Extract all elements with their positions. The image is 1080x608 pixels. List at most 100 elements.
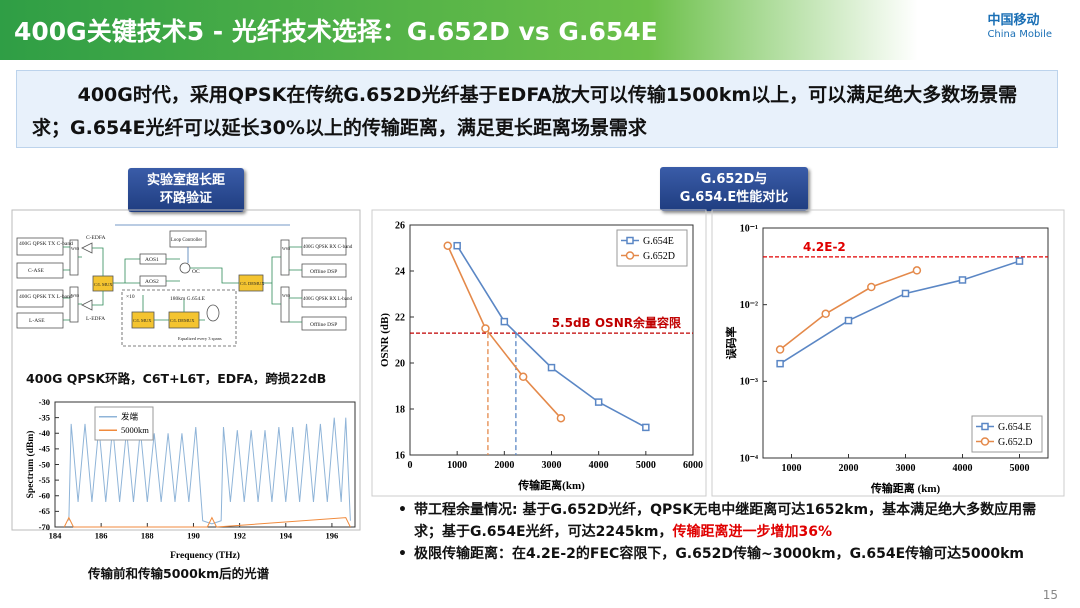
box	[280, 286, 290, 323]
node-label: AOS1	[145, 257, 159, 263]
x-tick-label: 0	[408, 460, 413, 471]
marker	[500, 317, 509, 326]
node-label: ×10	[126, 294, 135, 300]
y-axis-label: Spectrum (dBm)	[25, 431, 36, 499]
box	[16, 312, 64, 329]
node-label: L-EDFA	[86, 316, 105, 322]
y-tick-label: -40	[39, 428, 50, 438]
box	[301, 316, 347, 331]
node-label: 400G QPSK TX C-band	[19, 241, 73, 247]
marker	[443, 241, 452, 250]
x-tick-label: 1000	[447, 460, 467, 471]
node-label: 180km G.654.E	[170, 296, 206, 302]
legend-marker	[980, 437, 990, 446]
y-tick-label: 24	[395, 266, 405, 277]
plot-frame	[54, 401, 356, 528]
marker	[912, 266, 922, 275]
marker	[867, 282, 876, 292]
x-tick-label: 2000	[494, 460, 514, 471]
node-label: Offline DSP	[310, 321, 337, 328]
box	[301, 237, 347, 256]
bullets: 带工程余量情况: 基于G.652D光纤，QPSK无电中继距离可达1652km，基…	[396, 499, 1046, 565]
y-axis-label: OSNR (dB)	[379, 313, 391, 367]
badge-line: 实验室超长距	[146, 173, 225, 188]
node-label: Equalized every 3 spans	[178, 336, 222, 341]
logo-en: China Mobile	[987, 29, 1052, 40]
x-tick-label: 190	[187, 531, 200, 541]
series-line	[779, 260, 1020, 365]
header-bar	[0, 0, 1080, 60]
x-tick-label: 184	[49, 531, 63, 541]
marker	[776, 359, 784, 368]
box	[16, 237, 64, 256]
page-number: 15	[1042, 588, 1058, 602]
x-tick-label: 192	[233, 531, 246, 541]
box	[16, 262, 64, 279]
bullet-text: 带工程余量情况: 基于G.652D光纤，QPSK无电中继距离可达1652km，基…	[414, 502, 1037, 540]
panel	[711, 209, 1065, 497]
link	[63, 246, 302, 323]
x-tick-label: 2000	[839, 463, 859, 474]
y-tick-label: 18	[395, 404, 405, 415]
y-tick-label: -60	[39, 491, 50, 501]
y-tick-label: 20	[395, 358, 405, 369]
marker	[775, 345, 785, 354]
y-tick-label: 10⁻²	[740, 300, 758, 311]
badge: G.652D与 G.654.E性能对比	[660, 167, 808, 211]
plot-frame	[409, 224, 694, 456]
x-axis-label: 传输距离 (km)	[870, 481, 941, 495]
logo: 中国移动 China Mobile	[987, 14, 1052, 42]
marker	[958, 276, 967, 284]
marker	[518, 372, 528, 382]
x-tick-label: 4000	[589, 460, 609, 471]
y-tick-label: -45	[39, 444, 50, 454]
badge: 实验室超长距 环路验证	[128, 168, 244, 212]
bullet-text: 极限传输距离：在4.2E-2的FEC容限下，G.652D传输~3000km，G.…	[414, 546, 1025, 562]
box	[280, 239, 290, 276]
x-tick-label: 194	[279, 531, 293, 541]
box	[169, 230, 207, 248]
amplifier	[81, 299, 93, 311]
control-link	[115, 224, 290, 263]
box	[238, 274, 264, 292]
marker	[901, 289, 910, 298]
caption: 传输前和传输5000km后的光谱	[88, 566, 270, 581]
box	[301, 263, 347, 278]
y-tick-label: 10⁻¹	[740, 223, 758, 234]
series-line	[63, 516, 351, 528]
box	[131, 311, 155, 329]
node-label: AOS2	[145, 279, 159, 285]
y-tick-label: -50	[39, 459, 50, 469]
caption: 400G QPSK环路，C6T+L6T，EDFA，跨损22dB	[26, 371, 327, 386]
legend-label: G.652.D	[998, 437, 1032, 448]
node-label: WSS	[71, 246, 79, 251]
x-tick-label: 4000	[953, 463, 973, 474]
x-tick-label: 188	[141, 531, 154, 541]
plot-frame	[762, 227, 1049, 459]
x-tick-label: 196	[326, 531, 339, 541]
y-tick-label: 10⁻⁴	[740, 453, 758, 464]
node-label: C/L DEMUX	[240, 281, 265, 286]
node-label: 400G QPSK RX C-band	[303, 245, 353, 250]
logo-cn: 中国移动	[987, 13, 1040, 28]
x-axis-label: Frequency (THz)	[170, 550, 240, 561]
legend-label: 5000km	[121, 425, 149, 435]
summary: 400G时代，采用QPSK在传统G.652D光纤基于EDFA放大可以传输1500…	[16, 70, 1058, 148]
y-tick-label: -30	[39, 397, 50, 407]
marker	[556, 413, 566, 423]
badge-line: G.654.E性能对比	[679, 190, 789, 205]
loop-box	[121, 289, 237, 347]
box	[92, 275, 114, 292]
marker	[844, 316, 853, 325]
node-label: WSS	[71, 293, 79, 298]
series-line	[447, 245, 562, 419]
y-axis-label: 误码率	[724, 327, 738, 360]
y-tick-label: 16	[395, 450, 405, 461]
node-label: C/L DEMUX	[170, 318, 195, 323]
legend-box	[94, 406, 154, 441]
legend-box	[971, 415, 1043, 453]
amplifier	[81, 242, 93, 254]
badge-line: 环路验证	[159, 191, 212, 206]
marker	[821, 309, 830, 319]
